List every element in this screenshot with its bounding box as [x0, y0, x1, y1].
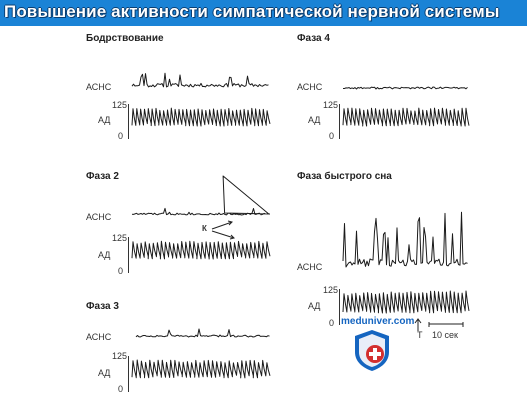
bp-label-phase2: АД — [98, 250, 111, 260]
bp-zero-tick-phase4: 0 — [329, 131, 335, 141]
sna-trace-rem — [342, 211, 468, 268]
header-bar: Повышение активности симпатической нервн… — [0, 0, 527, 26]
sna-trace-wake — [131, 72, 269, 88]
bp-axis-phase3 — [128, 356, 129, 392]
panel-title-rem: Фаза быстрого сна — [297, 171, 392, 182]
bp-axis-wake — [128, 104, 129, 139]
time-scale-label: 10 сек — [432, 330, 458, 340]
bp-top-tick-rem: 125 — [323, 285, 339, 295]
bp-top-tick-phase3: 125 — [112, 351, 128, 361]
bp-axis-rem — [339, 289, 340, 325]
sna-trace-phase2 — [131, 175, 271, 216]
bp-zero-tick-wake: 0 — [118, 131, 124, 141]
bp-label-rem: АД — [308, 301, 321, 311]
panel-title-phase2: Фаза 2 — [86, 171, 119, 182]
bp-top-tick-wake: 125 — [112, 100, 128, 110]
bp-top-tick-phase2: 125 — [112, 233, 128, 243]
sna-label-wake: АСНС — [86, 82, 112, 92]
bp-trace-rem — [342, 290, 470, 314]
bp-label-phase4: АД — [308, 115, 321, 125]
bp-zero-tick-rem: 0 — [329, 318, 335, 328]
bp-zero-tick-phase2: 0 — [118, 266, 124, 276]
bp-label-phase3: АД — [98, 368, 111, 378]
sna-label-phase4: АСНС — [297, 82, 323, 92]
bp-trace-phase4 — [342, 107, 470, 127]
twitch-label: Т — [417, 330, 423, 340]
bp-trace-wake — [131, 107, 271, 127]
bp-axis-phase2 — [128, 237, 129, 273]
twitch-arrow — [414, 318, 422, 331]
sna-trace-phase3 — [135, 328, 270, 338]
panel-title-wake: Бодрствование — [86, 33, 164, 44]
sna-trace-phase4 — [343, 86, 468, 90]
k-complex-label: К — [202, 224, 207, 233]
page-title: Повышение активности симпатической нервн… — [4, 2, 500, 21]
sna-label-rem: АСНС — [297, 262, 323, 272]
bp-trace-phase2 — [131, 240, 271, 260]
panel-title-phase4: Фаза 4 — [297, 33, 330, 44]
bp-axis-phase4 — [339, 104, 340, 139]
sna-label-phase2: АСНС — [86, 212, 112, 222]
sna-label-phase3: АСНС — [86, 332, 112, 342]
bp-top-tick-phase4: 125 — [323, 100, 339, 110]
bp-trace-phase3 — [131, 359, 271, 379]
bp-zero-tick-phase3: 0 — [118, 384, 124, 394]
watermark-site: meduniver.com — [341, 316, 415, 327]
panel-title-phase3: Фаза 3 — [86, 301, 119, 312]
bp-label-wake: АД — [98, 115, 111, 125]
time-scale-bar — [428, 322, 464, 327]
shield-cross-icon — [355, 330, 389, 371]
k-complex-arrows — [211, 220, 235, 240]
